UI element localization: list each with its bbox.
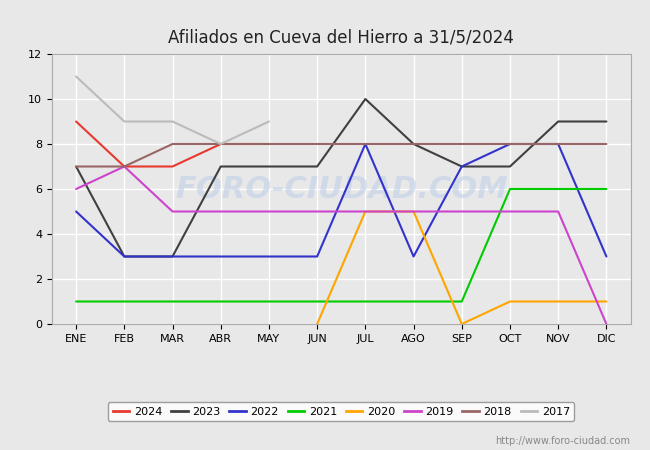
Text: FORO-CIUDAD.COM: FORO-CIUDAD.COM (175, 175, 508, 203)
Title: Afiliados en Cueva del Hierro a 31/5/2024: Afiliados en Cueva del Hierro a 31/5/202… (168, 29, 514, 47)
Legend: 2024, 2023, 2022, 2021, 2020, 2019, 2018, 2017: 2024, 2023, 2022, 2021, 2020, 2019, 2018… (108, 402, 575, 421)
Text: http://www.foro-ciudad.com: http://www.foro-ciudad.com (495, 436, 630, 446)
